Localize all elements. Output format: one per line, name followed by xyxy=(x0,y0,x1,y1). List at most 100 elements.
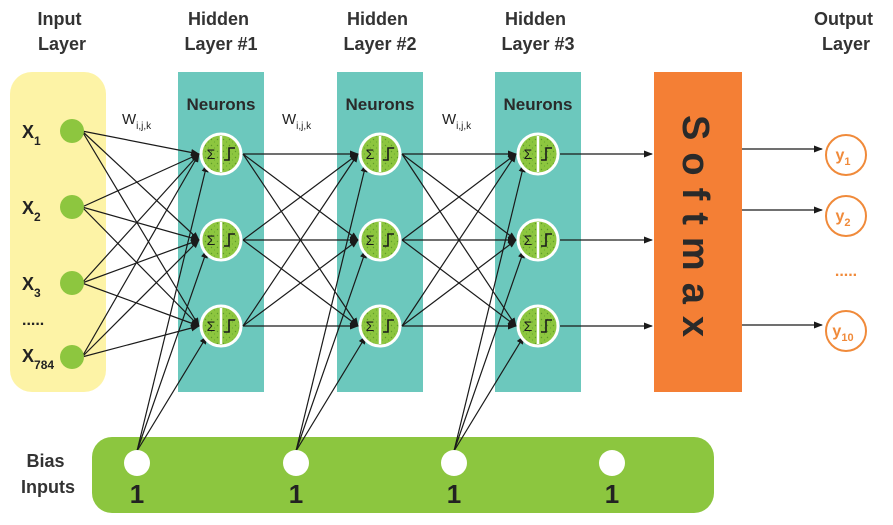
edge-input-2-to-h1-1 xyxy=(81,153,200,208)
edge-h2-2-to-h3-1 xyxy=(401,153,517,241)
bias-value-1: 1 xyxy=(130,479,144,509)
output-label-main: y xyxy=(835,147,844,164)
output-label-main: y xyxy=(832,323,841,340)
step-function-icon xyxy=(224,147,235,161)
softmax-panel xyxy=(654,72,742,392)
bias-inputs-panel xyxy=(92,437,714,513)
summation-icon: Σ xyxy=(207,232,216,248)
output-label-main: y xyxy=(835,208,844,225)
edge-input-1-to-h1-3 xyxy=(81,130,200,327)
output-layer-header: Output Layer xyxy=(814,9,878,54)
output-label-sub: 2 xyxy=(844,217,850,229)
neuron-h2-2: Σ xyxy=(358,218,402,262)
edge-input-2-to-h1-3 xyxy=(81,206,200,327)
input-label-x784: X784 xyxy=(22,346,54,372)
input-node-3 xyxy=(60,271,84,295)
summation-icon: Σ xyxy=(524,146,533,162)
input-node-4 xyxy=(60,345,84,369)
output-circle xyxy=(825,195,867,237)
weight-label-2: Wi,j,k xyxy=(282,111,312,132)
input-label-x3: X3 xyxy=(22,274,41,300)
edge-h1-2-to-h2-1 xyxy=(242,153,359,241)
bias-value-2: 1 xyxy=(289,479,303,509)
summation-icon: Σ xyxy=(524,318,533,334)
bias-node-4 xyxy=(599,450,625,476)
step-function-icon xyxy=(541,319,552,333)
hidden-layer-3-header: Hidden Layer #3 xyxy=(501,9,574,54)
neuron-h1-1: Σ xyxy=(199,132,243,176)
edge-bias-2-to-h2-3 xyxy=(295,335,367,452)
edge-input-4-to-h1-2 xyxy=(81,239,200,358)
neurons-label-layer-1: Neurons xyxy=(187,95,256,114)
edge-input-3-to-h1-3 xyxy=(81,282,200,327)
output-ellipsis: ..... xyxy=(835,263,857,280)
output-label: y10 xyxy=(832,323,853,344)
bias-value-3: 1 xyxy=(447,479,461,509)
weight-label-3: Wi,j,k xyxy=(442,111,472,132)
edge-bias-3-to-h3-1 xyxy=(453,163,526,452)
neuron-h1-3: Σ xyxy=(199,304,243,348)
step-function-icon xyxy=(383,319,394,333)
edge-input-3-to-h1-1 xyxy=(81,153,200,284)
edge-input-4-to-h1-3 xyxy=(81,324,200,358)
softmax-label: Softmax xyxy=(674,115,716,349)
input-label-x1: X1 xyxy=(22,122,41,148)
input-label-x2: X2 xyxy=(22,198,41,224)
neuron-h2-3: Σ xyxy=(358,304,402,348)
neuron-h3-2: Σ xyxy=(516,218,560,262)
output-label: y1 xyxy=(835,147,850,168)
edge-input-2-to-h1-2 xyxy=(81,206,200,242)
step-function-icon xyxy=(541,233,552,247)
input-layer-header: Input Layer xyxy=(38,9,87,54)
neuron-h2-1: Σ xyxy=(358,132,402,176)
input-node-1 xyxy=(60,119,84,143)
output-label-sub: 1 xyxy=(844,156,850,168)
edge-bias-3-to-h3-2 xyxy=(453,249,525,452)
summation-icon: Σ xyxy=(207,146,216,162)
bias-node-1 xyxy=(124,450,150,476)
softmax-text: Softmax xyxy=(674,115,716,349)
input-ellipsis: ..... xyxy=(22,312,44,329)
hidden-layer-1-header: Hidden Layer #1 xyxy=(184,9,257,54)
step-function-icon xyxy=(383,147,394,161)
neuron-h1-2: Σ xyxy=(199,218,243,262)
summation-icon: Σ xyxy=(366,146,375,162)
edge-input-1-to-h1-2 xyxy=(81,130,200,241)
step-function-icon xyxy=(224,319,235,333)
step-function-icon xyxy=(224,233,235,247)
output-node-1: y1 xyxy=(825,134,867,176)
summation-icon: Σ xyxy=(366,232,375,248)
edge-bias-2-to-h2-2 xyxy=(295,249,367,452)
edges-group xyxy=(81,130,823,452)
edge-input-1-to-h1-1 xyxy=(81,130,200,156)
output-circle xyxy=(825,310,867,352)
neuron-h3-1: Σ xyxy=(516,132,560,176)
edge-bias-3-to-h3-3 xyxy=(453,335,525,452)
edge-bias-1-to-h1-3 xyxy=(136,335,208,452)
nodes-group: Σ Σ Σ Σ Σ Σ Σ Σ Σ xyxy=(60,119,560,369)
edge-h1-3-to-h2-2 xyxy=(242,239,359,327)
edge-input-3-to-h1-2 xyxy=(81,239,200,284)
edge-h1-3-to-h2-1 xyxy=(242,153,359,327)
neuron-h3-3: Σ xyxy=(516,304,560,348)
hidden-layer-2-header: Hidden Layer #2 xyxy=(343,9,416,54)
edge-input-4-to-h1-1 xyxy=(81,153,200,358)
input-node-2 xyxy=(60,195,84,219)
output-label-sub: 10 xyxy=(841,332,853,344)
summation-icon: Σ xyxy=(366,318,375,334)
edge-bias-1-to-h1-1 xyxy=(136,163,209,452)
summation-icon: Σ xyxy=(524,232,533,248)
weight-label-1: Wi,j,k xyxy=(122,111,152,132)
summation-icon: Σ xyxy=(207,318,216,334)
edge-bias-2-to-h2-1 xyxy=(295,163,368,452)
step-function-icon xyxy=(383,233,394,247)
bias-node-3 xyxy=(441,450,467,476)
step-function-icon xyxy=(541,147,552,161)
output-circle xyxy=(825,134,867,176)
edge-h2-3-to-h3-1 xyxy=(401,153,517,327)
bias-value-4: 1 xyxy=(605,479,619,509)
bias-node-2 xyxy=(283,450,309,476)
